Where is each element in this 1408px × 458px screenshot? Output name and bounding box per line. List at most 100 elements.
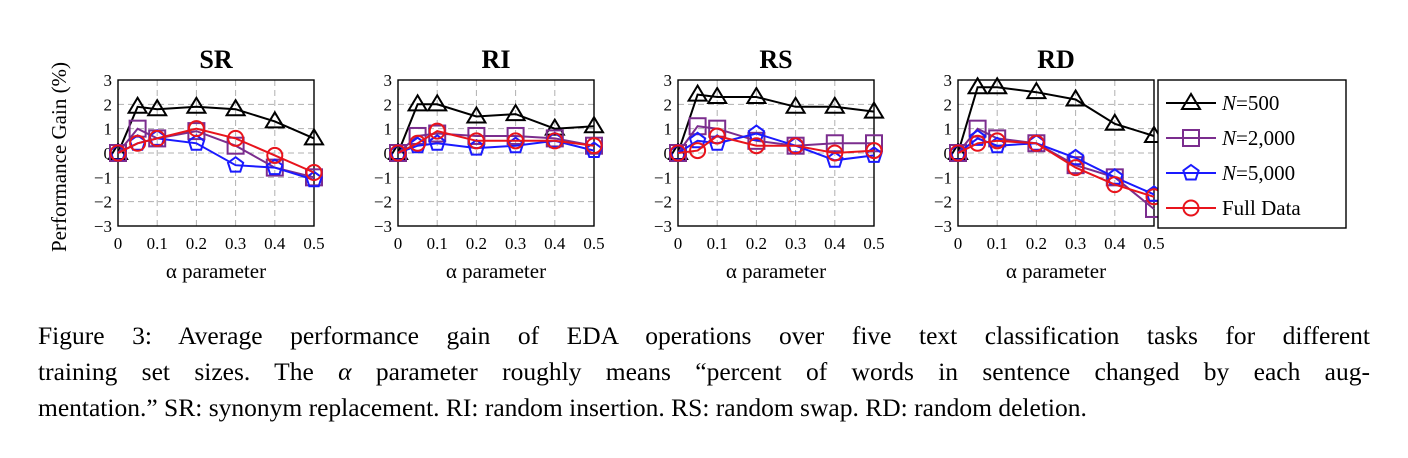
y-tick-label: −3 bbox=[94, 217, 112, 236]
series-line bbox=[677, 134, 875, 155]
x-tick-label: 0.5 bbox=[583, 234, 604, 253]
data-point-marker bbox=[187, 134, 206, 151]
data-point-marker bbox=[966, 76, 989, 95]
y-tick-label: 2 bbox=[664, 95, 673, 114]
y-tick-label: 0 bbox=[944, 144, 953, 163]
data-point-marker bbox=[988, 132, 1006, 150]
data-point-marker bbox=[389, 144, 407, 162]
y-tick-label: 0 bbox=[104, 144, 113, 163]
data-point-marker bbox=[1064, 88, 1087, 107]
x-tick-label: 0.2 bbox=[186, 234, 207, 253]
y-tick-label: 3 bbox=[384, 71, 393, 90]
data-point-marker bbox=[1104, 112, 1126, 131]
x-tick-label: 0 bbox=[954, 234, 963, 253]
y-tick-label: 2 bbox=[944, 95, 953, 114]
y-tick-label: 1 bbox=[944, 120, 953, 139]
y-tick-label: 3 bbox=[944, 71, 953, 90]
data-point-marker bbox=[224, 98, 247, 117]
data-point-marker bbox=[784, 95, 807, 114]
series-line bbox=[397, 130, 595, 154]
data-point-marker bbox=[585, 141, 603, 158]
data-point-marker bbox=[863, 100, 885, 119]
y-tick-label: 1 bbox=[104, 120, 113, 139]
data-point-marker bbox=[745, 86, 768, 105]
caption-line-2-start: training set sizes. The bbox=[38, 357, 339, 386]
data-point-marker bbox=[185, 95, 208, 114]
x-tick-label: 0 bbox=[114, 234, 123, 253]
series-line bbox=[957, 127, 1155, 210]
data-point-marker bbox=[266, 146, 284, 164]
plot-frame bbox=[117, 79, 315, 227]
y-tick-label: −2 bbox=[374, 193, 392, 212]
figure-caption: Figure 3: Average performance gain of ED… bbox=[38, 318, 1370, 426]
y-tick-label: −1 bbox=[94, 168, 112, 187]
y-tick-label: −1 bbox=[374, 168, 392, 187]
data-point-marker bbox=[428, 122, 446, 140]
caption-line-1: Figure 3: Average performance gain of ED… bbox=[38, 321, 1370, 350]
data-point-marker bbox=[669, 144, 687, 162]
y-tick-label: 0 bbox=[664, 144, 673, 163]
series-line bbox=[957, 86, 1155, 154]
data-point-marker bbox=[467, 126, 486, 145]
data-point-marker bbox=[426, 93, 448, 112]
data-point-marker bbox=[689, 142, 707, 160]
data-point-marker bbox=[1025, 81, 1048, 100]
x-tick-label: 0.3 bbox=[785, 234, 806, 253]
data-point-marker bbox=[129, 134, 147, 152]
data-point-marker bbox=[266, 158, 284, 176]
data-point-marker bbox=[506, 126, 525, 145]
legend: N=500 N=2,000 N=5,000 Full Data bbox=[1157, 79, 1347, 229]
series-line bbox=[677, 93, 875, 154]
data-point-marker bbox=[544, 117, 566, 136]
chart-title: RS bbox=[759, 45, 792, 74]
series-line bbox=[117, 127, 315, 174]
data-point-marker bbox=[968, 129, 987, 146]
x-tick-label: 0.1 bbox=[707, 234, 728, 253]
data-point-marker bbox=[865, 142, 883, 160]
data-point-marker bbox=[546, 132, 564, 150]
x-tick-label: 0.3 bbox=[505, 234, 526, 253]
chart-title: RD bbox=[1037, 45, 1075, 74]
y-tick-label: −3 bbox=[374, 217, 392, 236]
legend-marker bbox=[1182, 129, 1200, 147]
y-tick-label: 3 bbox=[104, 71, 113, 90]
plot-frame bbox=[397, 79, 595, 227]
data-point-marker bbox=[706, 86, 728, 105]
data-point-marker bbox=[747, 124, 766, 141]
legend-box bbox=[1157, 79, 1347, 229]
y-tick-label: 0 bbox=[384, 144, 393, 163]
chart-title: SR bbox=[199, 45, 232, 74]
y-tick-label: −2 bbox=[934, 193, 952, 212]
data-point-marker bbox=[824, 95, 846, 114]
data-point-marker bbox=[109, 144, 127, 162]
y-tick-label: −3 bbox=[934, 217, 952, 236]
caption-line-2-end: parameter roughly means “percent of word… bbox=[351, 357, 1370, 386]
data-point-marker bbox=[1106, 176, 1124, 194]
data-point-marker bbox=[1066, 148, 1085, 166]
data-point-marker bbox=[826, 144, 844, 162]
data-point-marker bbox=[708, 127, 726, 145]
data-point-marker bbox=[865, 146, 883, 163]
chart-panel-sr: −3 −2 −1 0 1 2 3 0 0.1 0.2 0.3 0.4 0.5 α parameter SR P… bbox=[47, 45, 325, 283]
data-point-marker bbox=[428, 134, 446, 151]
legend-entry: N=2,000 bbox=[1166, 126, 1295, 150]
legend-marker bbox=[1180, 92, 1202, 110]
y-tick-label: 1 bbox=[664, 120, 673, 139]
y-tick-label: 1 bbox=[384, 120, 393, 139]
caption-line-2: training set sizes. The α parameter roug… bbox=[38, 354, 1370, 390]
y-tick-label: −1 bbox=[654, 168, 672, 187]
x-tick-label: 0 bbox=[394, 234, 403, 253]
x-tick-label: 0 bbox=[674, 234, 683, 253]
legend-marker bbox=[1182, 199, 1200, 217]
series-line bbox=[397, 103, 595, 154]
chart-title: RI bbox=[482, 45, 511, 74]
x-tick-label: 0.1 bbox=[427, 234, 448, 253]
series-n-500 bbox=[107, 95, 325, 160]
data-point-marker bbox=[688, 131, 707, 149]
legend-label: N=2,000 bbox=[1221, 126, 1295, 150]
figure-panels: −3 −2 −1 0 1 2 3 0 0.1 0.2 0.3 0.4 0.5 α parameter SR P… bbox=[47, 45, 1347, 283]
x-tick-label: 0.4 bbox=[544, 234, 566, 253]
x-tick-label: 0.2 bbox=[1026, 234, 1047, 253]
data-point-marker bbox=[1027, 134, 1045, 152]
data-point-marker bbox=[467, 132, 485, 150]
